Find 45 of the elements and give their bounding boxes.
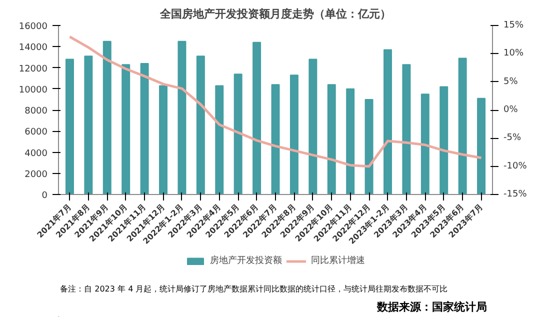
y2-tick-label: -10% [504, 161, 528, 172]
y-tick-label: 12000 [18, 64, 48, 74]
y2-tick-label: -15% [504, 190, 528, 200]
legend-label: 同比累计增速 [311, 254, 365, 267]
text: 备注：自 2023 年 4 月起，统计局修订了房地产数据累计同比数据的统计口径，与统计局往期发布数据不可比 [60, 284, 448, 294]
legend-label: 房地产开发投资额 [210, 254, 282, 267]
y2-tick-label: 15% [504, 20, 524, 30]
bar [420, 94, 430, 194]
y-tick-label: 0 [42, 191, 48, 201]
y2-tick-label: 10% [504, 48, 524, 59]
y2-tick-label: 5% [504, 76, 518, 87]
bar [65, 58, 74, 194]
bar [159, 85, 168, 194]
bar [308, 58, 318, 194]
bar [402, 64, 411, 194]
y-tick-label: 8000 [24, 106, 48, 116]
bar [290, 74, 298, 194]
y2-tick-label: 0% [504, 105, 518, 115]
bar [196, 56, 205, 194]
bar [122, 64, 130, 194]
bar [140, 63, 149, 194]
bar [234, 74, 242, 194]
bar [215, 85, 224, 194]
bar [102, 40, 112, 194]
bar [252, 42, 262, 194]
source-note: 数据来源：国家统计局 [376, 300, 487, 314]
y-tick-label: 10000 [18, 85, 48, 96]
bar [327, 84, 336, 194]
y2-tick-label: -5% [504, 133, 522, 144]
bar [384, 49, 392, 194]
y-tick-label: 16000 [18, 22, 48, 32]
bar [477, 98, 486, 194]
bar [364, 98, 374, 194]
y-tick-label: 6000 [24, 128, 48, 138]
bar [178, 40, 186, 194]
bar [271, 84, 280, 194]
line-series [68, 36, 483, 168]
bar [458, 58, 467, 194]
y-tick-label: 4000 [24, 148, 48, 159]
y-tick-label: 2000 [24, 170, 48, 180]
bar [84, 56, 93, 194]
y-tick-label: 14000 [18, 43, 48, 54]
bar [440, 86, 448, 194]
chart-title: 全国房地产开发投资额月度走势（单位：亿元） [159, 8, 391, 20]
bar [346, 88, 355, 194]
